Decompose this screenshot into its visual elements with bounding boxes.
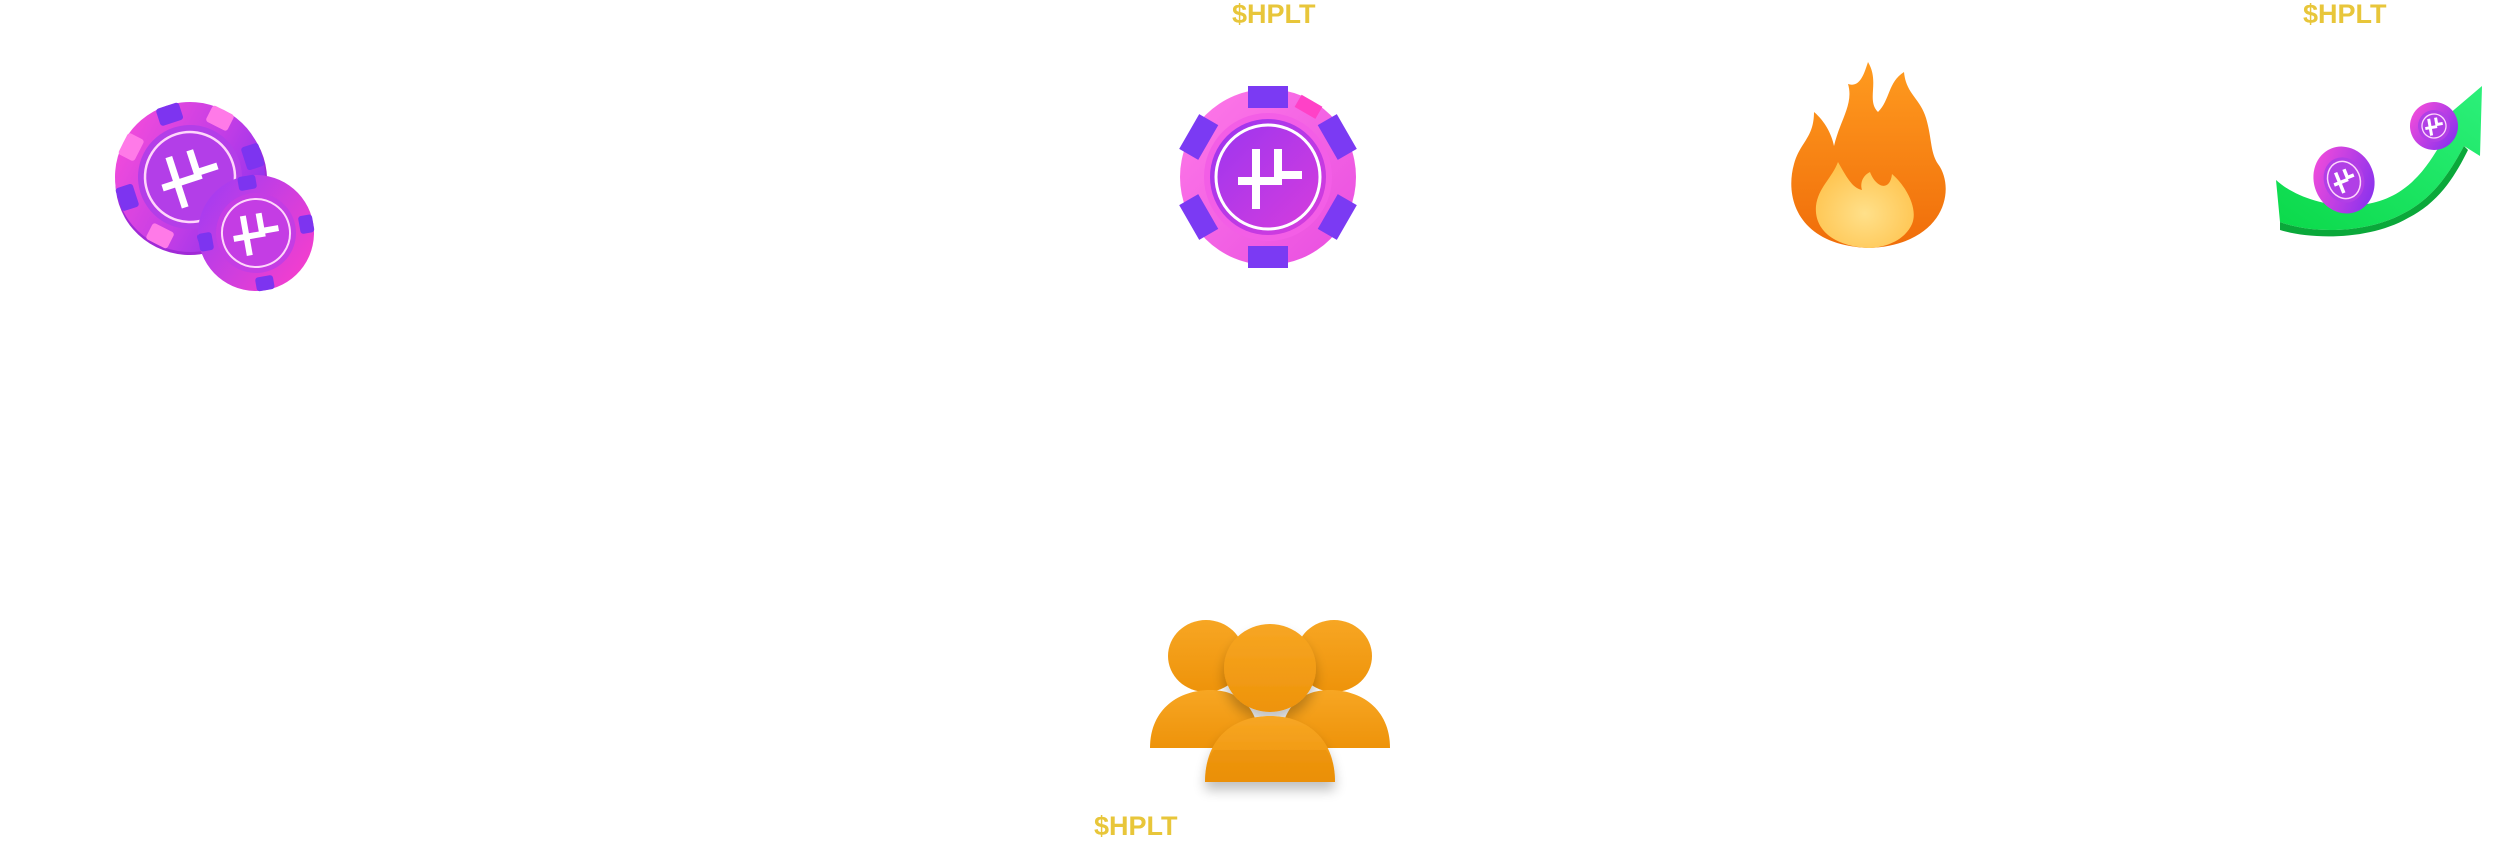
hplt-label-top-center: $HPLT [1232,0,1316,29]
hplt-chips-stack-icon [108,85,318,300]
hplt-label-bottom: $HPLT [1094,811,1178,841]
hplt-label-top-right: $HPLT [2303,0,2387,29]
growth-arrow-chips-icon [2272,84,2482,244]
fire-icon [1780,60,1960,250]
hplt-chip-icon [1178,86,1358,268]
community-people-icon [1150,618,1390,790]
